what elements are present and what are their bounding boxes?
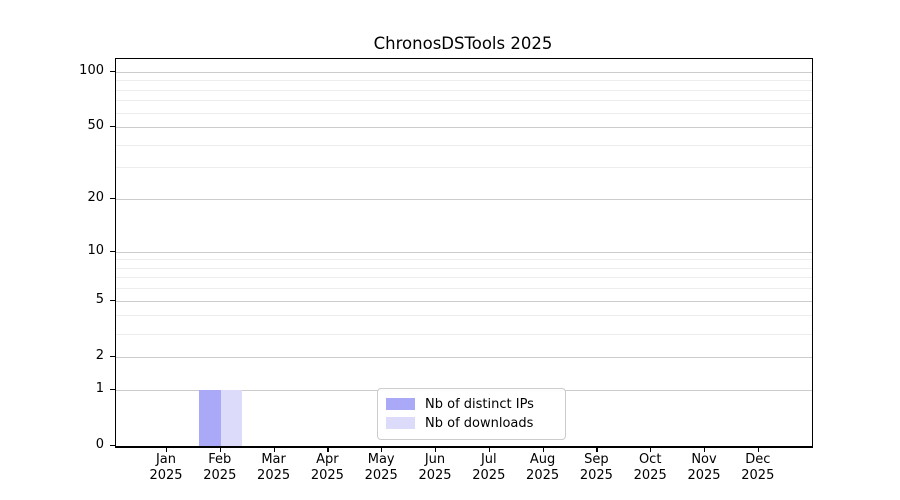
chart-title: ChronosDSTools 2025 [373, 34, 553, 53]
x-tick-label: Dec 2025 [741, 452, 775, 483]
gridline-minor [116, 80, 812, 82]
y-tick-mark [110, 388, 115, 391]
y-tick-label: 50 [87, 118, 104, 133]
plot-area: Nb of distinct IPs Nb of downloads [115, 58, 813, 448]
gridline-minor [116, 144, 812, 146]
gridline-minor [116, 267, 812, 269]
x-tick-mark [166, 447, 168, 452]
x-tick-mark [327, 447, 329, 452]
bar-distinct-ips [199, 389, 221, 446]
x-tick-mark [596, 447, 598, 452]
y-tick-mark [110, 70, 115, 72]
gridline-minor [116, 277, 812, 279]
gridline-minor [116, 100, 812, 102]
x-tick-label: Jan 2025 [149, 452, 183, 483]
gridline-minor [116, 259, 812, 261]
y-tick-label: 100 [79, 62, 104, 78]
x-tick-mark [757, 447, 760, 452]
x-tick-mark [435, 447, 437, 452]
y-tick-label: 2 [95, 347, 104, 363]
x-tick-label: Apr 2025 [310, 452, 344, 483]
y-tick-mark [110, 250, 115, 252]
y-tick-label: 10 [87, 242, 104, 258]
y-tick-label: 1 [95, 380, 104, 396]
y-tick-mark [110, 126, 115, 128]
gridline-major [116, 127, 812, 128]
gridline-minor [116, 89, 812, 91]
y-tick-mark [110, 198, 115, 200]
x-tick-mark [273, 447, 275, 452]
y-tick-label: 0 [95, 437, 104, 452]
legend-item-distinct-ips: Nb of distinct IPs [386, 395, 557, 413]
gridline-minor [116, 333, 812, 335]
legend-item-downloads: Nb of downloads [386, 414, 557, 432]
gridline-minor [116, 112, 812, 114]
gridline-minor [116, 288, 812, 290]
gridline-major [116, 356, 812, 358]
legend-label-distinct-ips: Nb of distinct IPs [425, 396, 534, 412]
gridline-major [116, 71, 812, 73]
bar-downloads [220, 389, 243, 446]
gridline-major [116, 300, 812, 302]
legend-swatch-downloads-icon [386, 417, 415, 429]
x-tick-label: Feb 2025 [203, 452, 237, 483]
x-tick-label: Mar 2025 [257, 452, 291, 483]
gridline-minor [116, 315, 812, 317]
gridline-minor [116, 167, 812, 169]
y-tick-mark [110, 445, 115, 447]
x-tick-mark [704, 447, 706, 452]
x-tick-label: Aug 2025 [526, 452, 560, 483]
x-tick-mark [219, 447, 222, 452]
x-tick-label: Sep 2025 [579, 452, 613, 483]
gridline-major [116, 199, 812, 200]
x-tick-label: Jul 2025 [472, 452, 506, 483]
x-tick-label: Oct 2025 [633, 452, 667, 483]
y-tick-mark [110, 299, 115, 301]
x-tick-label: Nov 2025 [687, 452, 721, 483]
x-tick-mark [381, 447, 383, 452]
x-tick-label: May 2025 [364, 452, 398, 483]
y-tick-label: 20 [87, 190, 104, 205]
legend: Nb of distinct IPs Nb of downloads [377, 388, 566, 440]
legend-label-downloads: Nb of downloads [425, 415, 534, 431]
x-tick-mark [650, 447, 652, 452]
y-tick-mark [110, 355, 115, 358]
y-tick-label: 5 [95, 291, 104, 307]
x-tick-mark [542, 447, 544, 452]
x-tick-mark [488, 447, 491, 452]
legend-swatch-distinct-ips-icon [386, 398, 415, 410]
gridline-major [116, 251, 812, 253]
x-tick-label: Jun 2025 [418, 452, 452, 483]
